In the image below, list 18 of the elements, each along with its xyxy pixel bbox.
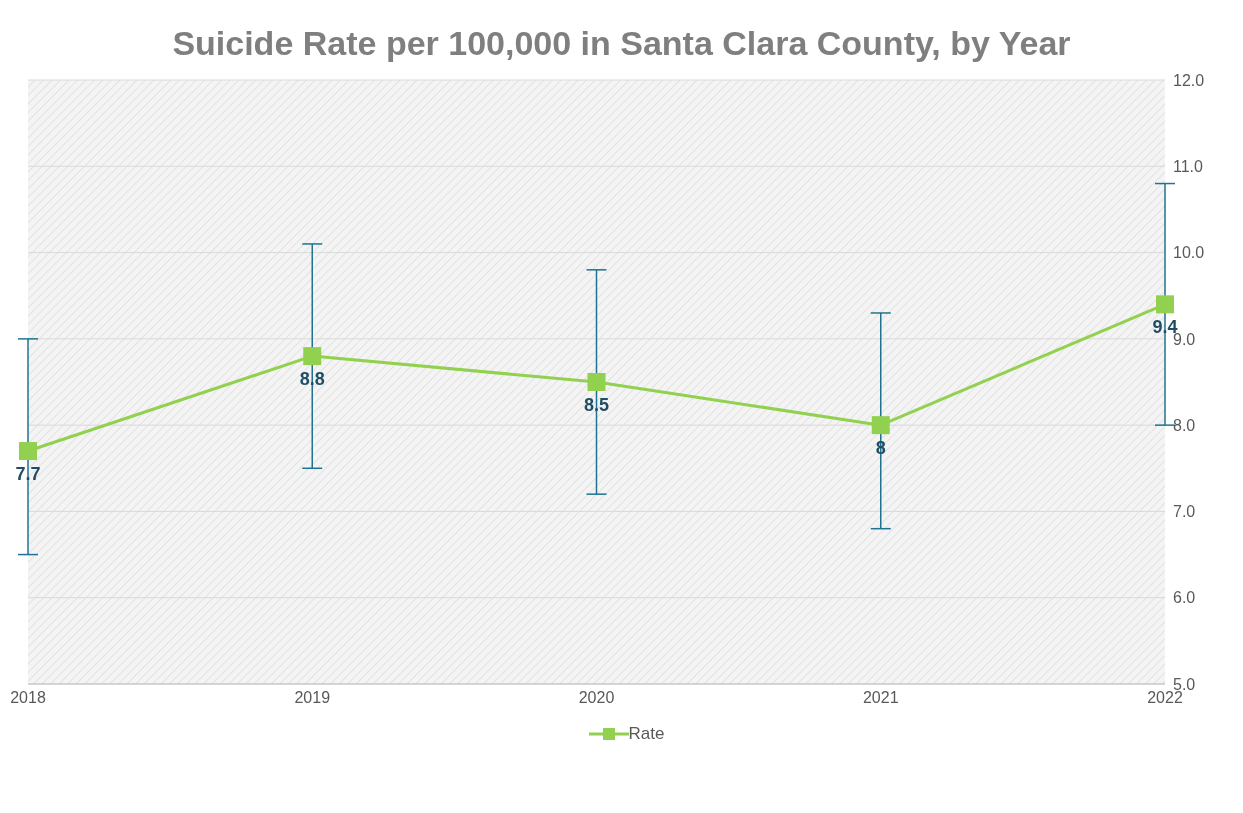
x-tick-label: 2018 [10, 689, 46, 707]
y-tick-label: 11.0 [1173, 157, 1204, 175]
y-tick-label: 8.0 [1173, 416, 1196, 434]
y-tick-label: 12.0 [1173, 71, 1205, 89]
x-tick-label: 2022 [1147, 689, 1183, 707]
x-tick-label: 2020 [578, 689, 615, 707]
x-tick-label: 2019 [294, 689, 331, 707]
point [303, 347, 322, 366]
legend-label: Rate [627, 724, 665, 744]
y-tick-label: 10.0 [1173, 244, 1205, 262]
x-tick-label: 2021 [862, 689, 899, 707]
point [587, 373, 606, 391]
point [1156, 295, 1174, 314]
point [19, 442, 37, 461]
chart-title: Suicide Rate per 100,000 in Santa Clara County, by Year [171, 23, 1072, 64]
y-tick-label: 6.0 [1173, 589, 1196, 607]
point [871, 416, 890, 435]
y-tick-label: 7.0 [1173, 503, 1196, 521]
